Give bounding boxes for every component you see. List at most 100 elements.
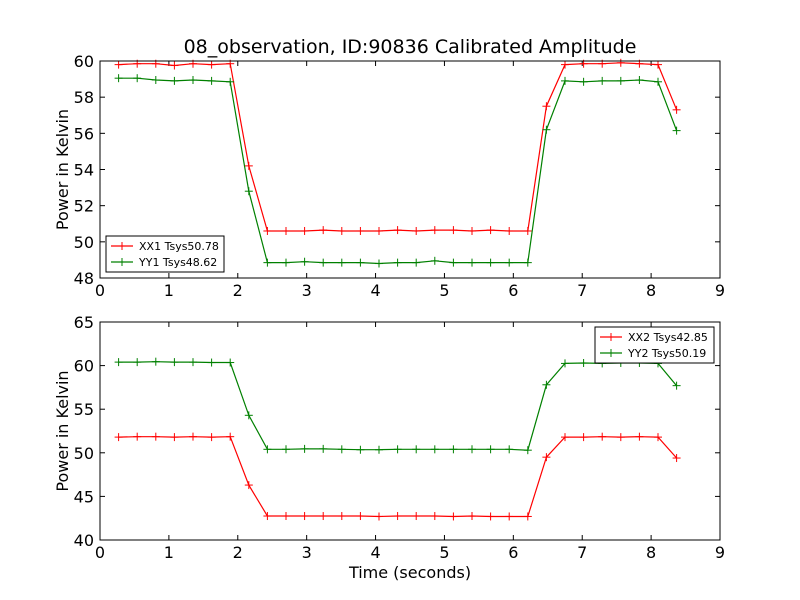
x-tick-label: 3 bbox=[302, 281, 312, 300]
data-point bbox=[207, 60, 216, 69]
data-point bbox=[523, 258, 532, 267]
data-point bbox=[542, 102, 551, 111]
data-point bbox=[337, 445, 346, 454]
x-tick-label: 2 bbox=[233, 281, 243, 300]
legend-label: XX2 Tsys42.85 bbox=[628, 331, 708, 344]
data-point bbox=[468, 258, 476, 267]
axes-frame bbox=[99, 60, 721, 279]
data-point bbox=[523, 446, 532, 455]
x-tick-label: 1 bbox=[164, 281, 174, 300]
data-point bbox=[654, 60, 662, 69]
x-tick-label: 8 bbox=[646, 281, 656, 300]
data-point bbox=[207, 76, 216, 85]
data-point bbox=[170, 358, 179, 367]
data-point bbox=[635, 432, 644, 441]
data-point bbox=[393, 226, 402, 235]
data-point bbox=[282, 226, 290, 235]
data-point bbox=[282, 512, 290, 521]
x-tick-label: 0 bbox=[95, 281, 105, 300]
data-point bbox=[356, 226, 365, 235]
data-point bbox=[300, 257, 309, 266]
legend-box bbox=[105, 235, 225, 273]
x-tick-label: 7 bbox=[577, 281, 587, 300]
data-point bbox=[114, 60, 123, 69]
y-tick-label: 50 bbox=[74, 444, 94, 463]
x-tick-label: 9 bbox=[715, 281, 725, 300]
data-point bbox=[356, 258, 365, 267]
data-point bbox=[561, 433, 569, 442]
data-point bbox=[226, 432, 235, 441]
data-point bbox=[598, 76, 607, 85]
data-point bbox=[561, 359, 569, 368]
data-point bbox=[579, 358, 588, 367]
x-tick-label: 6 bbox=[508, 543, 518, 562]
data-point bbox=[412, 445, 421, 454]
data-point bbox=[375, 259, 383, 268]
x-tick-label: 0 bbox=[95, 543, 105, 562]
legend: XX2 Tsys42.85 YY2 Tsys50.19 bbox=[594, 326, 715, 364]
data-point bbox=[561, 76, 569, 85]
data-point bbox=[579, 433, 588, 442]
data-point bbox=[133, 358, 142, 367]
data-point bbox=[449, 258, 458, 267]
data-point bbox=[226, 77, 235, 86]
legend-label: XX1 Tsys50.78 bbox=[139, 240, 219, 253]
data-point bbox=[337, 226, 346, 235]
data-point bbox=[282, 258, 290, 267]
x-tick-label: 2 bbox=[233, 543, 243, 562]
data-point bbox=[505, 445, 514, 454]
data-point bbox=[449, 512, 458, 521]
data-point bbox=[170, 61, 179, 70]
y-tick-label: 56 bbox=[74, 124, 94, 143]
data-point bbox=[226, 358, 235, 367]
data-point bbox=[468, 226, 476, 235]
data-point bbox=[375, 445, 383, 454]
data-point bbox=[189, 432, 197, 441]
data-point bbox=[263, 445, 272, 454]
data-point bbox=[486, 226, 495, 235]
data-point bbox=[151, 357, 160, 366]
data-point bbox=[282, 445, 290, 454]
y-tick-label: 60 bbox=[74, 357, 94, 376]
data-point bbox=[133, 74, 142, 83]
data-point bbox=[412, 226, 421, 235]
legend-label: YY1 Tsys48.62 bbox=[138, 256, 217, 269]
data-point bbox=[412, 258, 421, 267]
data-point bbox=[375, 226, 383, 235]
data-point bbox=[486, 445, 495, 454]
data-point bbox=[319, 226, 328, 235]
y-tick-label: 40 bbox=[74, 531, 94, 550]
legend-box bbox=[594, 326, 715, 364]
legend-entry: XX2 Tsys42.85 bbox=[600, 331, 708, 344]
legend-entry: YY2 Tsys50.19 bbox=[600, 347, 706, 360]
data-point bbox=[542, 453, 551, 462]
data-point bbox=[505, 258, 514, 267]
x-tick-label: 8 bbox=[646, 543, 656, 562]
x-tick-label: 6 bbox=[508, 281, 518, 300]
y-tick-label: 48 bbox=[74, 269, 94, 288]
data-point bbox=[244, 161, 253, 170]
y-tick-label: 60 bbox=[74, 52, 94, 71]
data-point bbox=[430, 445, 439, 454]
data-point bbox=[561, 60, 569, 69]
data-point bbox=[189, 75, 197, 84]
data-point bbox=[654, 433, 662, 442]
data-point bbox=[170, 76, 179, 85]
y-tick-label: 55 bbox=[74, 400, 94, 419]
data-point bbox=[412, 512, 421, 521]
data-point bbox=[356, 445, 365, 454]
data-point bbox=[523, 226, 532, 235]
data-point bbox=[486, 512, 495, 521]
data-point bbox=[523, 512, 532, 521]
axes-frame bbox=[99, 321, 721, 541]
data-point bbox=[114, 358, 123, 367]
x-axis-label: Time (seconds) bbox=[348, 563, 471, 582]
x-tick-label: 3 bbox=[302, 543, 312, 562]
data-point bbox=[393, 512, 402, 521]
data-point bbox=[263, 258, 272, 267]
legend-entry: XX1 Tsys50.78 bbox=[111, 240, 219, 253]
data-point bbox=[654, 77, 662, 86]
legend-entry: YY1 Tsys48.62 bbox=[111, 256, 217, 269]
x-tick-label: 4 bbox=[370, 543, 380, 562]
